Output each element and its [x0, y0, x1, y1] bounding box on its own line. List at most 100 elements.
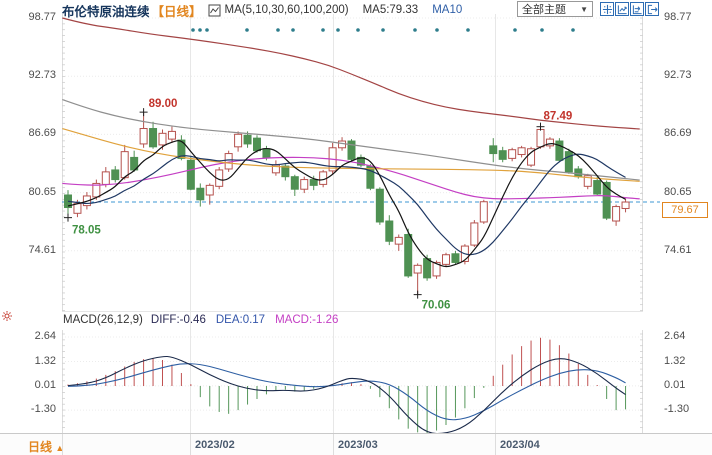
candle [196, 183, 205, 207]
event-dot[interactable] [336, 28, 340, 32]
candle [479, 199, 488, 224]
event-dot[interactable] [435, 28, 439, 32]
time-axis-label: 2023/03 [338, 439, 378, 451]
ma-line-ma5 [67, 140, 626, 268]
candle [517, 145, 526, 158]
chart-pan-right-icon[interactable] [630, 2, 644, 16]
candle [375, 187, 384, 225]
event-dot[interactable] [291, 28, 295, 32]
period-selector[interactable]: 日线 ▲ [28, 438, 64, 455]
footer-divider [333, 434, 334, 455]
candle [583, 173, 592, 190]
indicator-settings-icon[interactable] [1, 309, 13, 327]
ma-line-ma100 [62, 99, 640, 181]
macd-layer [67, 337, 627, 433]
macd-header: MACD(26,12,9) DIFF:-0.46 DEA:0.17 MACD:-… [63, 314, 338, 326]
candle [234, 131, 243, 152]
candle [149, 121, 158, 149]
event-dot[interactable] [540, 28, 544, 32]
price-axis-label-right: 80.65 [664, 185, 692, 198]
event-dot[interactable] [356, 28, 360, 32]
event-dots-layer [191, 28, 575, 32]
candle [385, 215, 394, 246]
footer-divider [495, 434, 496, 455]
crosshair-icon[interactable] [600, 2, 614, 16]
macd-axis-label-left: 0.01 [34, 378, 56, 391]
time-axis-label: 2023/04 [500, 439, 540, 451]
event-dot[interactable] [205, 28, 209, 32]
candles-layer [64, 112, 630, 295]
candle [621, 198, 630, 213]
macd-axis-label-right: 0.01 [664, 378, 686, 391]
themes-dropdown[interactable]: 全部主题 ▼ [517, 1, 593, 17]
candle [508, 147, 517, 162]
candle [186, 156, 195, 191]
macd-axis-label-left: 1.32 [34, 354, 56, 367]
annotations-layer: 89.00 87.49 78.05 70.06 [64, 98, 573, 312]
price-axis-label-right: 98.77 [664, 11, 692, 23]
macd-axis-label-right: 2.64 [664, 330, 686, 343]
instrument-title: 布伦特原油连续 [62, 4, 150, 19]
event-dot[interactable] [198, 28, 202, 32]
event-dot[interactable] [381, 28, 385, 32]
ma-line-ma200 [62, 17, 640, 130]
current-price-tag: 79.67 [662, 202, 708, 218]
period-tag: 【日线】 [151, 4, 202, 19]
macd-dea-value: DEA:0.17 [215, 314, 266, 326]
candle [290, 174, 299, 196]
candle [243, 131, 252, 148]
ma5-value-label: MA5:79.33 [362, 4, 419, 16]
chart-header: 布伦特原油连续 【日线】 MA(5,10,30,60,100,200) MA5:… [62, 2, 462, 19]
chart-pan-left-icon[interactable] [615, 2, 629, 16]
ma-params-label: MA(5,10,30,60,100,200) [224, 4, 349, 16]
candle [356, 154, 365, 168]
candle [300, 176, 309, 194]
triangle-up-icon: ▲ [55, 443, 65, 453]
candle [564, 148, 573, 174]
candle [120, 144, 129, 180]
macd-params-label: MACD(26,12,9) [63, 314, 143, 326]
price-annotation: 89.00 [149, 98, 178, 110]
ma-line-ma10 [67, 153, 626, 256]
macd-macd-value: MACD:-1.26 [275, 314, 339, 326]
candle [593, 176, 602, 195]
themes-dropdown-label: 全部主题 [522, 4, 566, 16]
time-axis-bar: 日线 ▲ 2023/02 2023/03 2023/04 [0, 433, 712, 455]
event-dot[interactable] [321, 28, 325, 32]
chevron-down-icon: ▼ [580, 4, 588, 14]
event-dot[interactable] [513, 28, 517, 32]
event-dot[interactable] [466, 28, 470, 32]
candle [347, 139, 356, 162]
macd-axis-label-left: 2.64 [34, 330, 56, 343]
event-dot[interactable] [245, 28, 249, 32]
candle [404, 228, 413, 278]
macd-axis-label-right: -1.30 [664, 403, 690, 416]
candle [612, 204, 621, 226]
candle [394, 234, 403, 251]
price-axis-label-left: 92.73 [28, 69, 56, 82]
price-axis-label-left: 98.77 [28, 11, 56, 23]
ma-line-ma30 [62, 156, 640, 200]
candle [413, 263, 422, 295]
exit-chart-icon[interactable] [645, 2, 659, 16]
candle [205, 183, 214, 205]
price-axis-label-left: 86.69 [28, 127, 56, 140]
macd-axis-label-left: -1.30 [30, 403, 56, 416]
price-axis-label-right: 86.69 [664, 127, 692, 140]
candle [111, 166, 120, 183]
ma-overlays-layer [62, 17, 640, 268]
macd-axis-label-right: 1.32 [664, 354, 686, 367]
indicator-chart-icon [208, 4, 221, 17]
event-dot[interactable] [413, 28, 417, 32]
candle [271, 160, 280, 176]
price-axis-label-right: 74.61 [664, 243, 692, 256]
time-axis-label: 2023/02 [195, 439, 235, 451]
candle [555, 138, 564, 163]
candle [489, 138, 498, 163]
price-annotation: 87.49 [544, 111, 573, 123]
event-dot[interactable] [276, 28, 280, 32]
event-dot[interactable] [191, 28, 195, 32]
candle [451, 250, 460, 265]
event-dot[interactable] [571, 28, 575, 32]
